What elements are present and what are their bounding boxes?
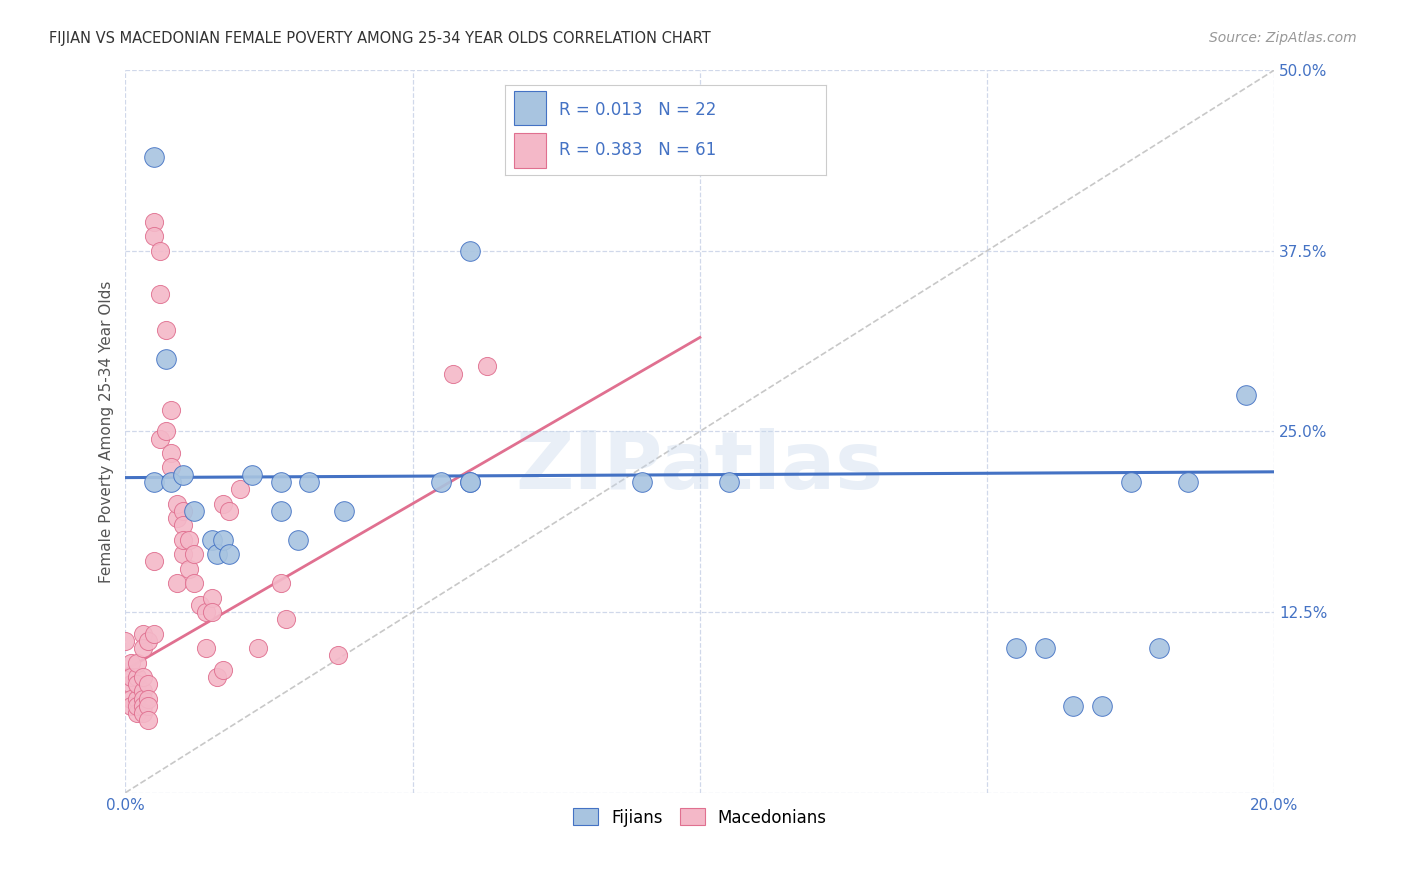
Point: [138, 691, 160, 706]
Point: [332, 504, 354, 518]
Point: [125, 656, 148, 670]
Point: [120, 698, 142, 713]
Point: [212, 533, 235, 547]
Point: [1119, 475, 1142, 489]
Point: [125, 698, 148, 713]
Point: [166, 497, 188, 511]
Point: [160, 475, 183, 489]
Point: [172, 533, 194, 547]
Point: [120, 691, 142, 706]
Point: [125, 670, 148, 684]
Point: [149, 287, 172, 301]
Text: Source: ZipAtlas.com: Source: ZipAtlas.com: [1209, 31, 1357, 45]
Text: ZIPatlas: ZIPatlas: [516, 428, 884, 507]
Point: [131, 684, 153, 698]
Point: [172, 504, 194, 518]
Point: [160, 460, 183, 475]
Point: [172, 547, 194, 561]
Point: [1033, 641, 1056, 656]
Point: [298, 475, 321, 489]
Point: [155, 323, 177, 337]
Point: [270, 576, 292, 591]
Point: [194, 641, 217, 656]
Point: [1177, 475, 1199, 489]
Point: [125, 691, 148, 706]
Point: [240, 467, 263, 482]
Point: [631, 475, 654, 489]
Point: [212, 663, 235, 677]
Point: [138, 714, 160, 728]
Point: [207, 547, 229, 561]
Point: [131, 698, 153, 713]
Point: [270, 504, 292, 518]
Point: [155, 352, 177, 367]
Point: [458, 475, 481, 489]
Point: [131, 641, 153, 656]
Point: [183, 504, 205, 518]
Point: [155, 425, 177, 439]
Point: [188, 598, 211, 612]
Point: [131, 691, 153, 706]
Point: [114, 634, 136, 648]
Point: [120, 656, 142, 670]
Point: [276, 612, 298, 626]
Point: [477, 359, 499, 374]
Point: [138, 634, 160, 648]
Point: [1234, 388, 1257, 402]
Point: [120, 670, 142, 684]
Point: [177, 533, 200, 547]
Point: [138, 677, 160, 691]
Point: [287, 533, 309, 547]
Point: [177, 562, 200, 576]
Point: [212, 497, 235, 511]
Point: [172, 467, 194, 482]
Point: [160, 446, 183, 460]
Point: [125, 706, 148, 721]
Point: [270, 475, 292, 489]
Point: [717, 475, 740, 489]
Point: [326, 648, 349, 663]
Point: [218, 504, 240, 518]
Point: [143, 475, 166, 489]
Point: [194, 605, 217, 619]
Point: [1005, 641, 1028, 656]
Point: [160, 402, 183, 417]
Point: [125, 677, 148, 691]
Point: [201, 591, 224, 605]
Point: [1062, 698, 1084, 713]
Point: [131, 670, 153, 684]
Point: [166, 576, 188, 591]
Point: [183, 547, 205, 561]
Point: [201, 605, 224, 619]
Point: [218, 547, 240, 561]
Point: [430, 475, 453, 489]
Point: [458, 244, 481, 258]
Point: [201, 533, 224, 547]
Point: [458, 475, 481, 489]
Point: [143, 229, 166, 244]
Point: [246, 641, 269, 656]
Point: [143, 215, 166, 229]
Text: FIJIAN VS MACEDONIAN FEMALE POVERTY AMONG 25-34 YEAR OLDS CORRELATION CHART: FIJIAN VS MACEDONIAN FEMALE POVERTY AMON…: [49, 31, 711, 46]
Point: [441, 367, 464, 381]
Point: [143, 554, 166, 568]
Point: [131, 626, 153, 640]
Point: [149, 244, 172, 258]
Y-axis label: Female Poverty Among 25-34 Year Olds: Female Poverty Among 25-34 Year Olds: [100, 280, 114, 582]
Point: [138, 698, 160, 713]
Point: [120, 677, 142, 691]
Point: [207, 670, 229, 684]
Point: [143, 150, 166, 164]
Point: [149, 432, 172, 446]
Point: [183, 576, 205, 591]
Point: [1149, 641, 1171, 656]
Legend: Fijians, Macedonians: Fijians, Macedonians: [565, 800, 835, 835]
Point: [229, 482, 252, 496]
Point: [166, 511, 188, 525]
Point: [143, 626, 166, 640]
Point: [1091, 698, 1114, 713]
Point: [172, 518, 194, 533]
Point: [131, 706, 153, 721]
